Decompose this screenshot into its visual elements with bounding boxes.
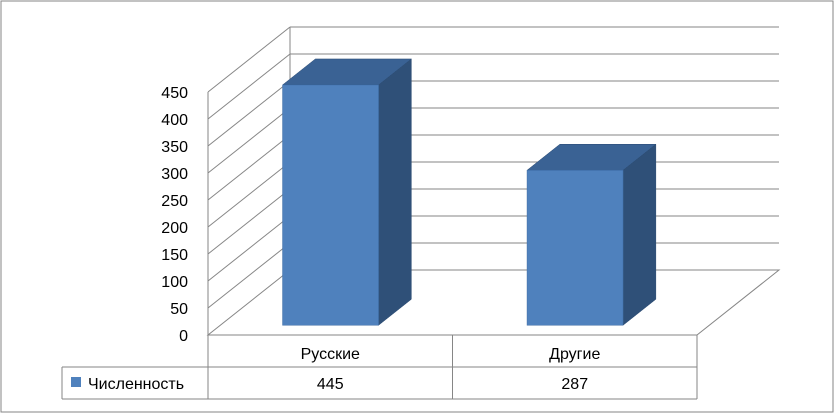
data-table-value: 287 (561, 376, 588, 393)
y-tick-label: 450 (161, 85, 188, 102)
y-axis-tick-labels: 0 50 100 150 200 250 300 350 400 450 (161, 85, 188, 345)
gridline-side (207, 161, 291, 228)
y-tick-label: 300 (161, 166, 188, 183)
y-tick-label: 150 (161, 247, 188, 264)
bar (281, 58, 413, 326)
data-table-value: 445 (317, 376, 344, 393)
category-label: Русские (301, 346, 360, 363)
bar-front-face (526, 170, 624, 326)
y-tick-label: 100 (161, 274, 188, 291)
gridline-side (207, 242, 291, 309)
gridline-side (207, 134, 291, 201)
bar-front-face (282, 84, 379, 326)
gridline-side (207, 215, 291, 282)
bar (526, 143, 657, 326)
gridline-side (207, 53, 291, 120)
gridline-side (207, 26, 291, 93)
data-table: Русские 445 Другие 287 Численность (61, 335, 698, 400)
legend-swatch (71, 377, 81, 387)
bar-side-face (622, 143, 657, 326)
gridline-side (207, 80, 291, 147)
bars (281, 58, 657, 326)
y-tick-label: 400 (161, 112, 188, 129)
y-tick-label: 350 (161, 139, 188, 156)
y-tick-label: 200 (161, 220, 188, 237)
gridline-side (207, 188, 291, 255)
y-tick-label: 50 (170, 301, 188, 318)
y-tick-label: 250 (161, 193, 188, 210)
bar-side-face (378, 58, 412, 326)
floor (206, 269, 781, 336)
category-label: Другие (549, 346, 600, 363)
y-tick-label: 0 (179, 328, 188, 345)
gridline-side (207, 107, 291, 174)
legend-label: Численность (88, 376, 184, 393)
